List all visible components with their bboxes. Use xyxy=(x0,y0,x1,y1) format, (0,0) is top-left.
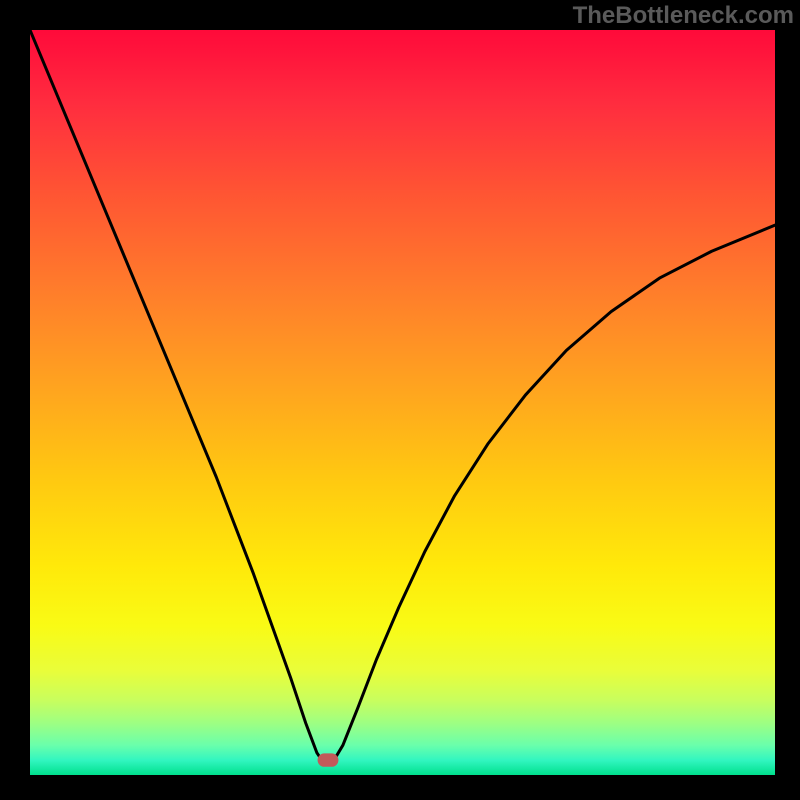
minimum-marker xyxy=(318,753,339,766)
watermark-text: TheBottleneck.com xyxy=(573,2,794,30)
chart-container: TheBottleneck.com xyxy=(0,0,800,800)
plot-area xyxy=(30,30,775,775)
chart-svg xyxy=(30,30,775,775)
gradient-rect xyxy=(30,30,775,775)
